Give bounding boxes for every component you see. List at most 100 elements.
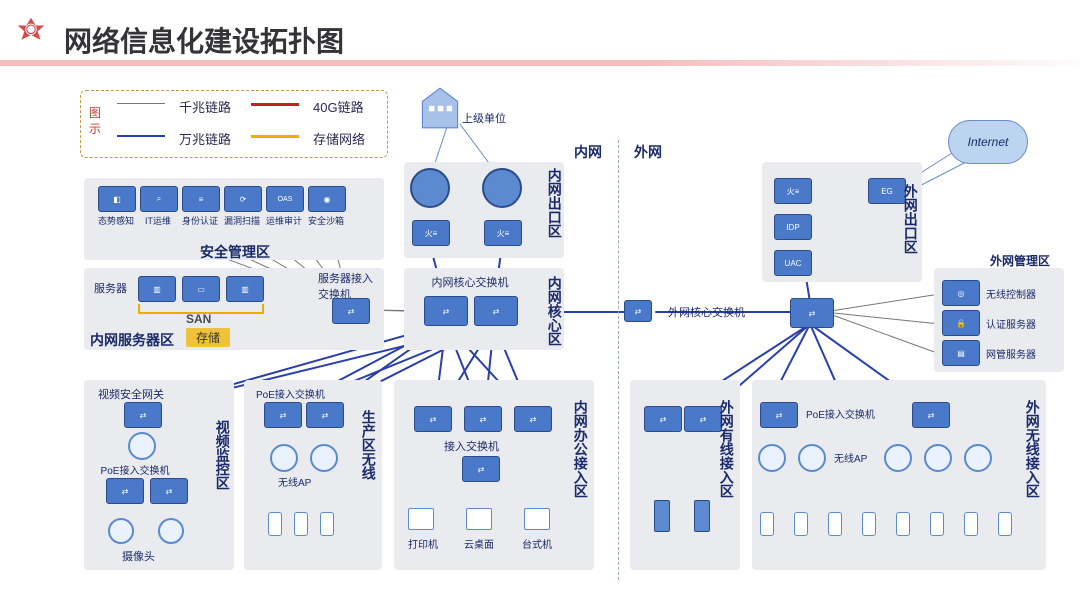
lbl-sa: 态势感知 xyxy=(92,214,140,227)
building-label: 上级单位 xyxy=(462,110,506,126)
cloud-label: Internet xyxy=(968,135,1009,149)
zone-out-mgmt-title: 外网管理区 xyxy=(990,252,1050,269)
server-2: ▭ xyxy=(182,276,220,302)
prod-phone-1 xyxy=(268,512,282,536)
prod-poe-1: ⇄ xyxy=(264,402,302,428)
legend-gig: 千兆链路 xyxy=(179,97,231,116)
section-left: 内网 xyxy=(574,142,602,162)
device-identity-auth: ≡ xyxy=(182,186,220,212)
zone-video-title: 视频监控区 xyxy=(214,420,231,490)
interlink-switch: ⇄ xyxy=(624,300,652,322)
nms-server: ▤ xyxy=(942,340,980,366)
video-gw-label: 视频安全网关 xyxy=(98,386,164,402)
net-divider xyxy=(618,140,619,580)
video-poe-label: PoE接入交换机 xyxy=(90,462,180,477)
building-icon xyxy=(418,86,462,130)
out-poe-label: PoE接入交换机 xyxy=(806,406,875,421)
lbl-vuln: 漏洞扫描 xyxy=(218,214,266,227)
lbl-wlc: 无线控制器 xyxy=(986,286,1036,301)
lbl-desktop: 台式机 xyxy=(514,536,560,551)
in-core-sw-label: 内网核心交换机 xyxy=(430,274,510,290)
lbl-cloud-desktop: 云桌面 xyxy=(456,536,502,551)
out-wired-sw-2: ⇄ xyxy=(684,406,722,432)
prod-poe-label: PoE接入交换机 xyxy=(256,386,325,401)
out-phone-3 xyxy=(828,512,842,536)
out-egress-fw: 火≡ xyxy=(774,178,812,204)
cloud-desktop-icon xyxy=(466,508,492,530)
out-phone-6 xyxy=(930,512,944,536)
out-core-switch: ⇄ xyxy=(790,298,834,328)
pc-tower-2 xyxy=(694,500,710,532)
server-3: ▥ xyxy=(226,276,264,302)
lbl-nms: 网管服务器 xyxy=(986,346,1036,361)
video-poe-icon xyxy=(128,432,156,460)
office-sw-3: ⇄ xyxy=(514,406,552,432)
office-agg-sw: ⇄ xyxy=(462,456,500,482)
office-sw-2: ⇄ xyxy=(464,406,502,432)
video-poe-sw-1: ⇄ xyxy=(106,478,144,504)
topology-canvas: 图示 千兆链路 40G链路 万兆链路 存储网络 xyxy=(0,80,1080,600)
server-header: 服务器 xyxy=(94,280,127,296)
pc-tower-1 xyxy=(654,500,670,532)
out-egress-uac: UAC xyxy=(774,250,812,276)
prod-ap-2 xyxy=(310,444,338,472)
out-ap-2 xyxy=(798,444,826,472)
header-underline xyxy=(0,60,1080,66)
section-right: 外网 xyxy=(634,142,662,162)
lbl-auth: 身份认证 xyxy=(176,214,224,227)
zone-out-wired-title: 外网有线接入区 xyxy=(718,400,735,498)
desktop-icon xyxy=(524,508,550,530)
prod-phone-3 xyxy=(320,512,334,536)
device-situation-awareness: ◧ xyxy=(98,186,136,212)
lbl-printer: 打印机 xyxy=(400,536,446,551)
server-access-switch: ⇄ xyxy=(332,298,370,324)
camera-label: 摄像头 xyxy=(122,548,155,564)
out-phone-8 xyxy=(998,512,1012,536)
out-phone-4 xyxy=(862,512,876,536)
zone-prod-wifi-title: 生产区无线 xyxy=(360,410,377,480)
zone-security-mgmt-title: 安全管理区 xyxy=(200,242,270,262)
in-egress-fw-1: 火≡ xyxy=(412,220,450,246)
legend-heading: 图示 xyxy=(89,105,107,137)
out-poe-2: ⇄ xyxy=(912,402,950,428)
legend-10g: 万兆链路 xyxy=(179,129,231,148)
bulb-icon xyxy=(12,16,50,54)
zone-in-core-title: 内网核心区 xyxy=(546,276,563,346)
lbl-authsrv: 认证服务器 xyxy=(986,316,1036,331)
in-egress-router-2 xyxy=(482,168,522,208)
in-egress-router-1 xyxy=(410,168,450,208)
out-ap-3 xyxy=(884,444,912,472)
device-vuln-scan: ⟳ xyxy=(224,186,262,212)
in-egress-fw-2: 火≡ xyxy=(484,220,522,246)
lbl-itops: IT运维 xyxy=(134,214,182,227)
server-1: ▥ xyxy=(138,276,176,302)
lbl-sandbox: 安全沙箱 xyxy=(302,214,350,227)
zone-out-wifi-title: 外网无线接入区 xyxy=(1024,400,1041,498)
out-poe-1: ⇄ xyxy=(760,402,798,428)
camera-1 xyxy=(108,518,134,544)
out-phone-7 xyxy=(964,512,978,536)
out-phone-1 xyxy=(760,512,774,536)
out-egress-eg: EG xyxy=(868,178,906,204)
out-phone-2 xyxy=(794,512,808,536)
video-gw: ⇄ xyxy=(124,402,162,428)
out-ap-4 xyxy=(924,444,952,472)
prod-ap-1 xyxy=(270,444,298,472)
wlan-controller: ◎ xyxy=(942,280,980,306)
office-sw-1: ⇄ xyxy=(414,406,452,432)
cloud-icon: Internet xyxy=(948,120,1028,164)
out-egress-idp: IDP xyxy=(774,214,812,240)
camera-2 xyxy=(158,518,184,544)
in-core-switch-2: ⇄ xyxy=(474,296,518,326)
legend-box: 图示 千兆链路 40G链路 万兆链路 存储网络 xyxy=(80,90,388,158)
out-wired-sw-1: ⇄ xyxy=(644,406,682,432)
zone-in-office-title: 内网办公接入区 xyxy=(572,400,589,498)
out-ap-label: 无线AP xyxy=(834,450,867,465)
legend-40g: 40G链路 xyxy=(313,97,364,116)
header: 网络信息化建设拓扑图 xyxy=(0,18,1080,60)
zone-server-title: 内网服务器区 xyxy=(90,330,174,350)
lbl-audit: 运维审计 xyxy=(260,214,308,227)
video-poe-sw-2: ⇄ xyxy=(150,478,188,504)
out-phone-5 xyxy=(896,512,910,536)
printer-icon xyxy=(408,508,434,530)
